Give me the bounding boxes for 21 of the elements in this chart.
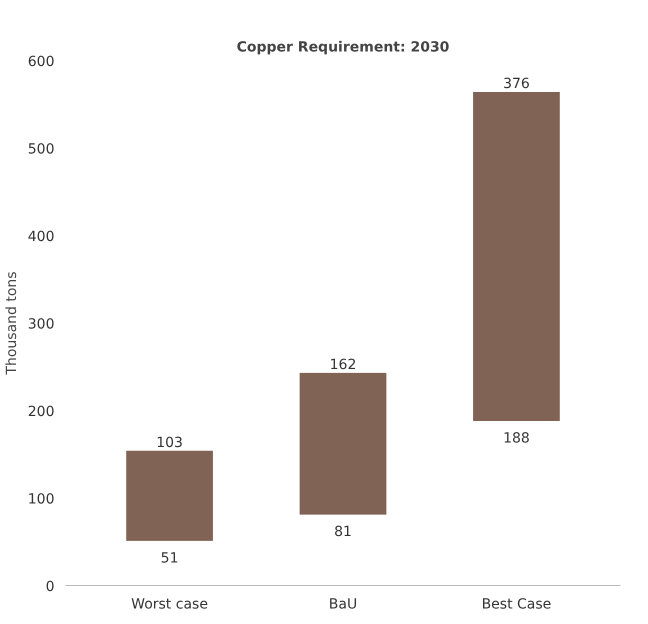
x-tick-label: Worst case [131, 596, 208, 612]
y-tick-label: 100 [28, 492, 55, 508]
y-tick-label: 0 [46, 579, 55, 595]
chart-title: Copper Requirement: 2030 [236, 40, 450, 56]
data-label: 103 [156, 434, 183, 451]
bar [473, 92, 560, 421]
bar [126, 450, 213, 541]
data-label: 162 [330, 356, 356, 373]
y-tick-label: 300 [28, 316, 55, 332]
y-axis-title: Thousand tons [4, 271, 20, 376]
annotation: 51 [160, 550, 178, 566]
x-tick-label: Best Case [482, 596, 552, 612]
x-tick-label: BaU [328, 596, 358, 612]
y-tick-label: 400 [28, 229, 55, 245]
y-tick-label: 600 [28, 54, 55, 70]
y-tick-label: 500 [28, 142, 55, 158]
y-tick-label: 200 [28, 404, 55, 420]
annotation: 188 [503, 430, 530, 446]
bar [300, 372, 386, 515]
data-label: 376 [503, 76, 530, 92]
annotation: 81 [334, 524, 352, 540]
